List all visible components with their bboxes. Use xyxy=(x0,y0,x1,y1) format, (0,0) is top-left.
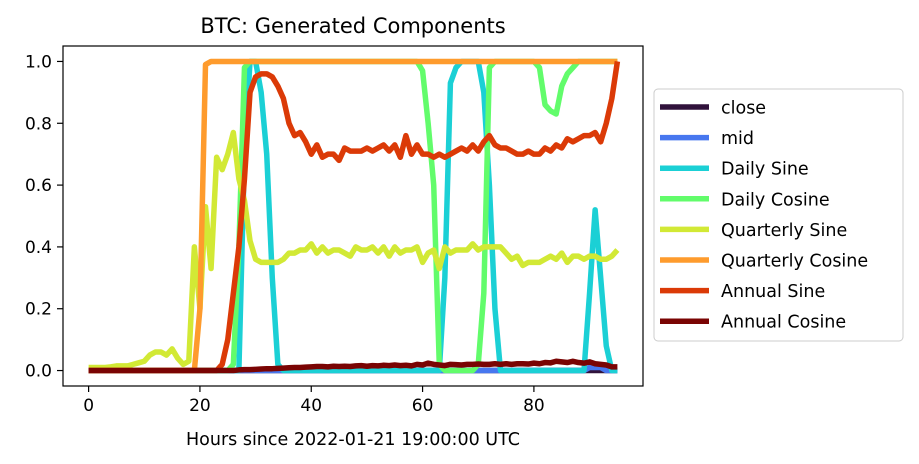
series-line-daily-cosine xyxy=(88,58,618,374)
legend: close mid Daily Sine Daily Cosine Quarterly … xyxy=(653,88,904,342)
x-tick-label: 60 xyxy=(412,396,434,416)
legend-label-close: close xyxy=(721,99,766,119)
series-layer xyxy=(88,58,621,374)
y-tick-label: 1.0 xyxy=(25,52,52,72)
y-tick-label: 0.6 xyxy=(25,176,52,196)
legend-label-mid: mid xyxy=(721,129,754,149)
x-tick-label: 20 xyxy=(189,396,211,416)
legend-label-annual-sine: Annual Sine xyxy=(721,282,825,302)
x-axis: 0 20 40 60 80 xyxy=(83,386,545,416)
y-tick-label: 0.4 xyxy=(25,238,52,258)
series-line-annual-cosine xyxy=(88,358,618,374)
series-line-quarterly-sine xyxy=(88,129,620,371)
series-line-daily-sine xyxy=(88,58,618,374)
legend-label-quarterly-cosine: Quarterly Cosine xyxy=(721,252,868,272)
series-line-quarterly-cosine xyxy=(88,58,618,374)
plot-frame xyxy=(62,45,644,387)
y-tick-label: 0.2 xyxy=(25,300,52,320)
x-tick-label: 80 xyxy=(523,396,545,416)
x-tick-label: 0 xyxy=(83,396,94,416)
legend-label-daily-sine: Daily Sine xyxy=(721,160,809,180)
series-line-annual-sine xyxy=(88,61,621,374)
legend-frame xyxy=(653,88,904,342)
y-axis: 0.0 0.2 0.4 0.6 0.8 1.0 xyxy=(25,52,63,382)
chart-title: BTC: Generated Components xyxy=(200,14,505,38)
x-tick-label: 40 xyxy=(300,396,322,416)
y-tick-label: 0.0 xyxy=(25,362,52,382)
legend-label-daily-cosine: Daily Cosine xyxy=(721,190,830,210)
x-axis-label: Hours since 2022-01-21 19:00:00 UTC xyxy=(186,430,520,450)
legend-label-quarterly-sine: Quarterly Sine xyxy=(721,221,847,241)
legend-label-annual-cosine: Annual Cosine xyxy=(721,313,846,333)
y-tick-label: 0.8 xyxy=(25,114,52,134)
